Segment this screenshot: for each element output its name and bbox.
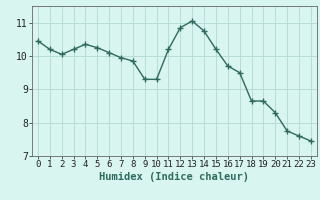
X-axis label: Humidex (Indice chaleur): Humidex (Indice chaleur)	[100, 172, 249, 182]
